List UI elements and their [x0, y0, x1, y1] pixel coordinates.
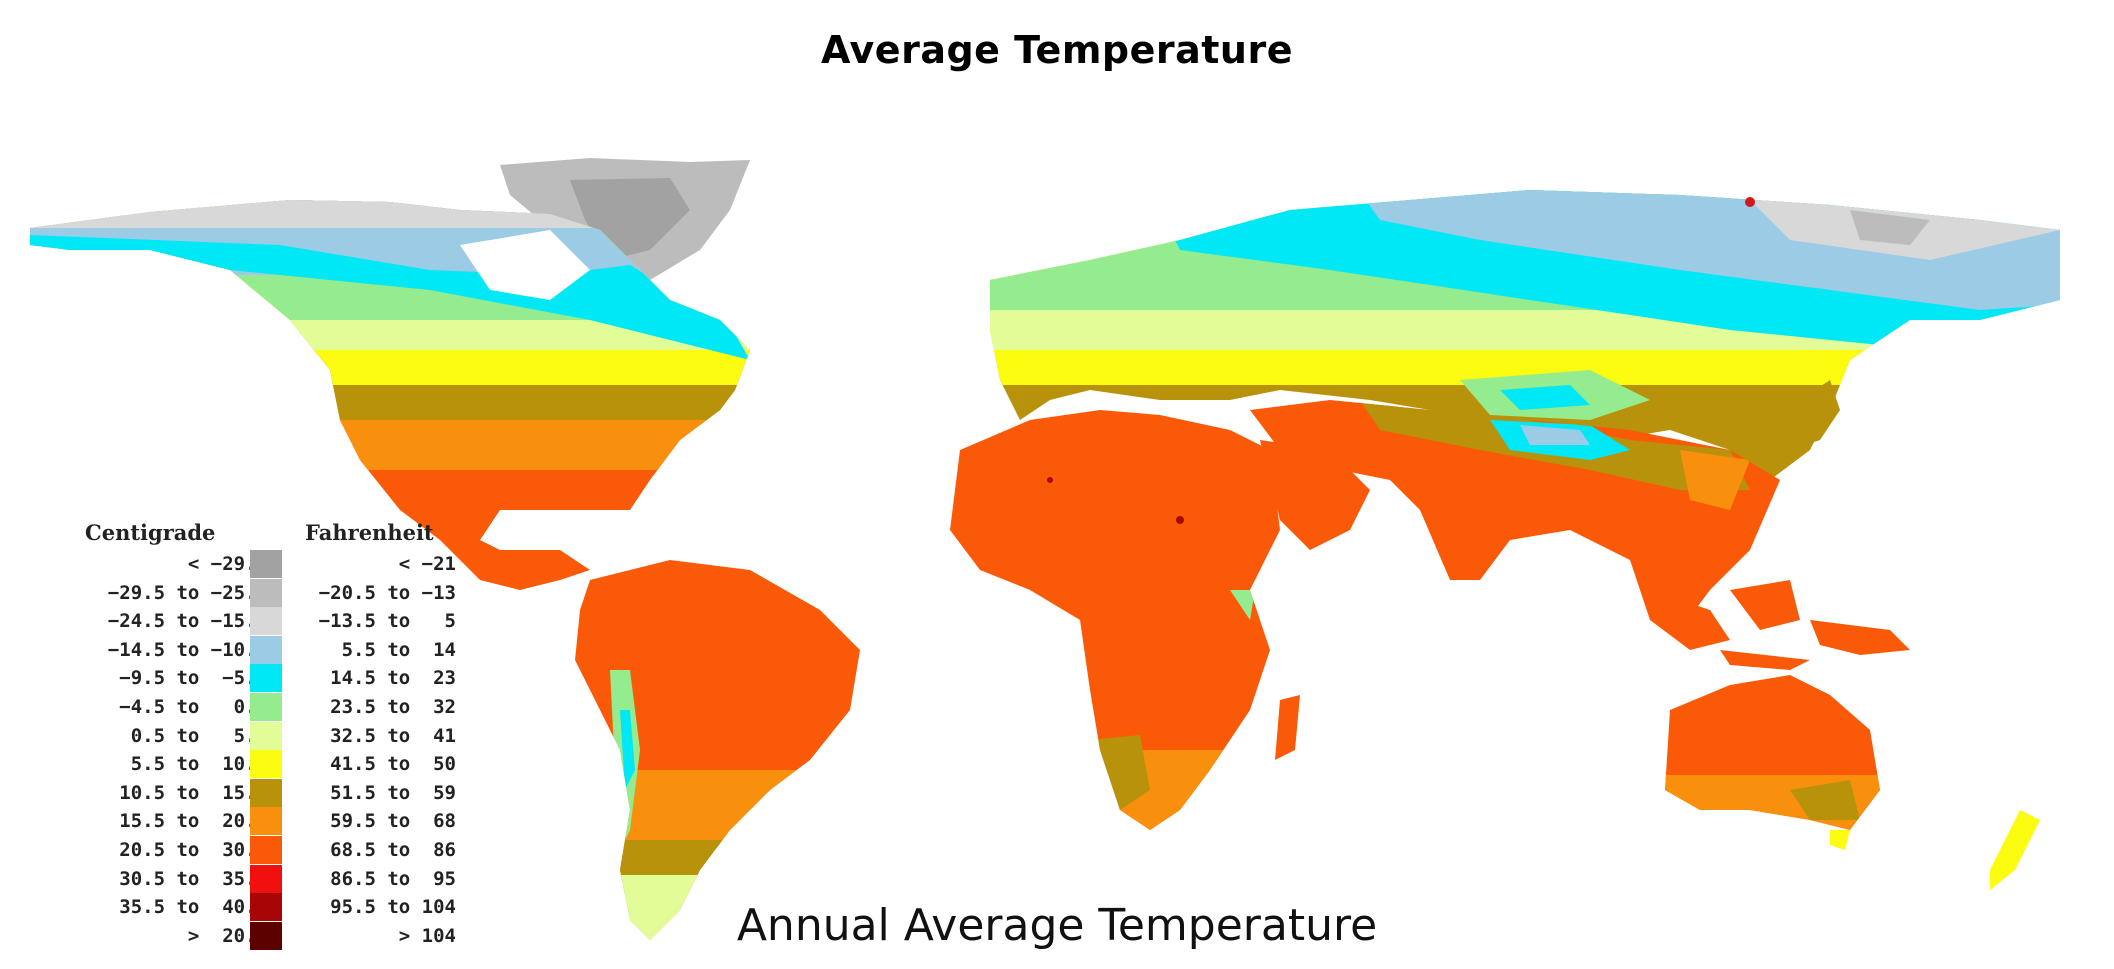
legend-row: 5.5 to 10.0 41.5 to 50	[40, 750, 480, 779]
legend-fahrenheit-range: 14.5 to 23	[330, 667, 456, 690]
legend-fahrenheit-range: 86.5 to 95	[330, 867, 456, 890]
legend-centigrade-range: −29.5 to −25.0	[107, 581, 268, 604]
legend-centigrade-range: −14.5 to −10.0	[107, 638, 268, 661]
legend-fahrenheit-range: 23.5 to 32	[330, 696, 456, 718]
legend-color-swatch	[250, 693, 282, 721]
legend-fahrenheit-range: 32.5 to 41	[330, 724, 456, 747]
legend-row: −29.5 to −25.0 −20.5 to −13	[40, 578, 480, 607]
legend-fahrenheit-range: −20.5 to −13	[318, 581, 456, 604]
legend-centigrade-range: 5.5 to 10.0	[130, 753, 268, 776]
legend-fahrenheit-range: −13.5 to 5	[318, 610, 456, 633]
japan	[1790, 380, 1840, 450]
legend-row: < −29.5 < −21	[40, 550, 480, 578]
legend-row: −9.5 to −5.0 14.5 to 23	[40, 664, 480, 693]
legend-centigrade-range: 35.5 to 40.0	[119, 896, 268, 919]
world-temperature-map	[30, 158, 2060, 940]
legend-row: 20.5 to 30.0 68.5 to 86	[40, 836, 480, 864]
legend-color-swatch	[250, 635, 282, 664]
legend-row: −24.5 to −15.0 −13.5 to 5	[40, 607, 480, 636]
legend-fahrenheit-range: 95.5 to 104	[330, 896, 456, 919]
legend-centigrade-range: −9.5 to −5.0	[119, 667, 268, 690]
fahrenheit-header: Fahrenheit	[305, 520, 434, 545]
madagascar	[1275, 695, 1300, 760]
centigrade-header: Centigrade	[85, 520, 216, 545]
legend-centigrade-range: 20.5 to 30.0	[119, 839, 268, 861]
legend-color-swatch	[250, 721, 282, 750]
map-title: Average Temperature	[820, 28, 1293, 72]
legend-fahrenheit-range: 51.5 to 59	[330, 781, 456, 804]
legend-row: 0.5 to 5.0 32.5 to 41	[40, 721, 480, 750]
tasmania	[1830, 830, 1850, 850]
legend-color-swatch	[250, 578, 282, 607]
legend-color-swatch	[250, 893, 282, 922]
legend-row: −14.5 to −10.0 5.5 to 14	[40, 635, 480, 664]
legend-row: 35.5 to 40.0 95.5 to 104	[40, 893, 480, 922]
legend-fahrenheit-range: 59.5 to 68	[330, 810, 456, 833]
legend-color-swatch	[250, 750, 282, 779]
australia	[1665, 675, 1880, 830]
legend-color-swatch	[250, 778, 282, 807]
legend-centigrade-range: 10.5 to 15.0	[119, 781, 268, 804]
legend-centigrade-range: −24.5 to −15.0	[107, 610, 268, 633]
legend-color-swatch	[250, 550, 282, 578]
legend-row: 30.5 to 35.0 86.5 to 95	[40, 864, 480, 893]
legend-row: 10.5 to 15.0 51.5 to 59	[40, 778, 480, 807]
legend-color-swatch	[250, 864, 282, 893]
legend-fahrenheit-range: < −21	[398, 553, 456, 575]
legend-fahrenheit-range: 68.5 to 86	[330, 839, 456, 861]
south-america	[575, 560, 860, 940]
legend-color-swatch	[250, 607, 282, 636]
legend-fahrenheit-range: 41.5 to 50	[330, 753, 456, 776]
indonesia	[1650, 580, 1910, 670]
location-marker	[1745, 197, 1755, 207]
legend-row: −4.5 to 0.0 23.5 to 32	[40, 693, 480, 721]
legend-fahrenheit-range: 5.5 to 14	[341, 638, 456, 661]
new-zealand	[1990, 810, 2040, 890]
legend-color-swatch	[250, 836, 282, 864]
legend-centigrade-range: 0.5 to 5.0	[130, 724, 268, 747]
legend-color-swatch	[250, 921, 282, 950]
legend-row: 15.5 to 20.0 59.5 to 68	[40, 807, 480, 836]
legend-row: > 20.0 > 104	[40, 921, 480, 950]
legend-color-swatch	[250, 807, 282, 836]
map-caption: Annual Average Temperature	[736, 900, 1378, 951]
legend-fahrenheit-range: > 104	[398, 924, 456, 947]
legend-centigrade-range: 15.5 to 20.0	[119, 810, 268, 833]
legend-centigrade-range: −4.5 to 0.0	[119, 696, 268, 718]
legend-color-swatch	[250, 664, 282, 693]
legend-centigrade-range: 30.5 to 35.0	[119, 867, 268, 890]
